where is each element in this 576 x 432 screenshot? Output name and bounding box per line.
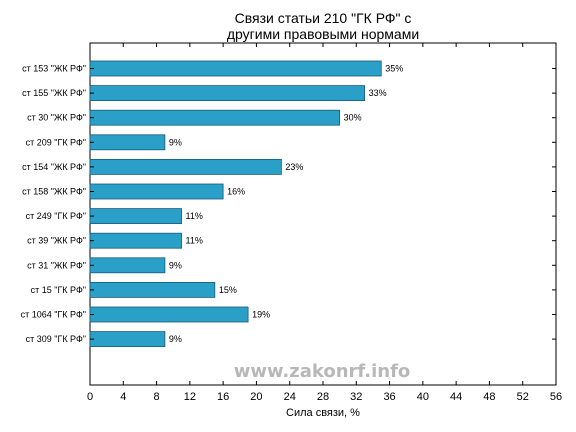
bar-6	[89, 208, 182, 225]
bars-group	[89, 60, 382, 348]
data-label-0: 35%	[385, 64, 403, 74]
category-label-1: ст 155 "ЖК РФ"	[22, 88, 86, 98]
data-label-6: 11%	[186, 211, 203, 221]
data-label-11: 9%	[169, 334, 182, 344]
x-tick-label-5: 20	[250, 391, 262, 403]
data-label-9: 15%	[219, 285, 237, 295]
data-label-10: 19%	[252, 310, 270, 320]
bar-11	[89, 331, 166, 348]
x-tick-label-8: 32	[350, 391, 362, 403]
category-label-2: ст 30 "ЖК РФ"	[27, 113, 86, 123]
data-label-4: 23%	[285, 162, 303, 172]
data-label-7: 11%	[186, 236, 203, 246]
chart-title-line-2: другими правовыми нормами	[227, 26, 419, 42]
category-label-8: ст 31 "ЖК РФ"	[27, 260, 86, 270]
x-tick-label-14: 56	[550, 391, 562, 403]
watermark-text: www.zakonrf.info	[234, 361, 411, 382]
category-label-0: ст 153 "ЖК РФ"	[22, 64, 86, 74]
x-tick-label-3: 12	[184, 391, 196, 403]
x-tick-label-11: 44	[450, 391, 462, 403]
bar-9	[89, 281, 216, 298]
x-tick-label-4: 16	[217, 391, 229, 403]
category-label-4: ст 154 "ЖК РФ"	[22, 162, 86, 172]
x-tick-label-9: 36	[383, 391, 395, 403]
chart-title-line-1: Связи статьи 210 "ГК РФ" с	[235, 10, 412, 26]
data-label-8: 9%	[169, 260, 182, 270]
category-label-3: ст 209 "ГК РФ"	[26, 137, 86, 147]
bar-3	[89, 134, 166, 151]
data-labels: 35% 33% 30% 9% 23% 16% 11% 11% 9% 15% 19% 9%	[169, 64, 403, 345]
bar-1	[89, 85, 366, 101]
x-tick-label-1: 4	[120, 391, 126, 403]
x-tick-label-6: 24	[284, 391, 296, 403]
category-label-5: ст 158 "ЖК РФ"	[22, 187, 86, 197]
data-label-3: 9%	[169, 137, 182, 147]
x-tick-label-12: 48	[483, 391, 495, 403]
category-label-7: ст 39 "ЖК РФ"	[27, 236, 86, 246]
x-tick-label-0: 0	[87, 391, 93, 403]
bar-2	[89, 109, 341, 126]
bar-4	[89, 158, 282, 175]
x-tick-label-2: 8	[154, 391, 160, 403]
data-label-1: 33%	[369, 88, 387, 98]
category-labels: ст 153 "ЖК РФ" ст 155 "ЖК РФ" ст 30 "ЖК РФ…	[21, 64, 556, 344]
bar-5	[89, 183, 224, 200]
x-tick-label-10: 40	[417, 391, 429, 403]
category-label-10: ст 1064 "ГК РФ"	[21, 310, 86, 320]
x-axis-ticks: 0 4 8 12 16 20 24 28 32 36 40 44 48 52 56	[87, 43, 562, 403]
data-label-2: 30%	[344, 113, 362, 123]
x-tick-label-7: 28	[317, 391, 329, 403]
bar-0	[89, 60, 382, 77]
category-label-6: ст 249 "ГК РФ"	[26, 211, 86, 221]
data-label-5: 16%	[227, 187, 245, 197]
category-label-11: ст 309 "ГК РФ"	[26, 334, 86, 344]
x-axis-label: Сила связи, %	[286, 407, 360, 419]
category-label-9: ст 15 "ГК РФ"	[31, 285, 86, 295]
bar-7	[89, 232, 182, 249]
x-tick-label-13: 52	[517, 391, 529, 403]
bar-10	[89, 306, 249, 323]
bar-8	[89, 257, 166, 274]
